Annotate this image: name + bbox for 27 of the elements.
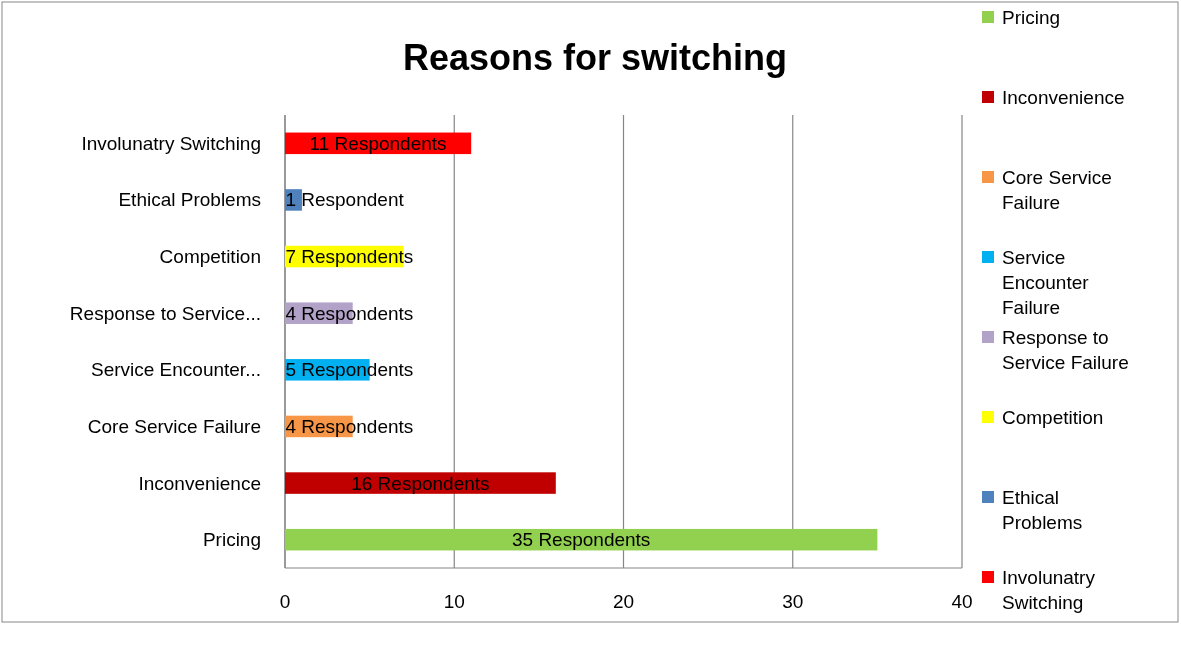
- data-label: 4 Respondents: [285, 302, 414, 324]
- legend-label: Inconvenience: [1002, 86, 1125, 108]
- x-tick-label: 40: [951, 591, 973, 612]
- chart-title: Reasons for switching: [402, 36, 788, 78]
- y-tick-label: Ethical Problems: [118, 189, 261, 211]
- legend-label: Service Encounter Failure: [1002, 246, 1090, 318]
- y-tick-label: Involunatry Switching: [81, 132, 261, 154]
- legend-label: Pricing: [1002, 6, 1061, 28]
- x-tick-label: 20: [612, 591, 635, 612]
- x-tick-label: 10: [443, 591, 465, 612]
- legend-label: Competition: [1002, 406, 1104, 428]
- legend-label: Ethical Problems: [1002, 486, 1083, 533]
- legend-label: Core Service Failure: [1002, 166, 1112, 213]
- x-tick-label: 30: [782, 591, 804, 612]
- legend-label: Response to Service Failure: [1002, 326, 1129, 373]
- y-tick-label: Response to Service...: [69, 302, 261, 324]
- x-tick-label: 0: [279, 591, 291, 612]
- y-tick-label: Competition: [159, 246, 261, 268]
- y-tick-label: Pricing: [202, 529, 261, 551]
- y-tick-label: Service Encounter...: [90, 359, 261, 381]
- data-label: 11 Respondents: [309, 132, 447, 154]
- y-tick-label: Core Service Failure: [87, 415, 261, 437]
- y-tick-label: Inconvenience: [138, 472, 261, 494]
- data-label: 16 Respondents: [351, 472, 490, 494]
- data-label: 1 Respondent: [285, 189, 405, 211]
- legend-label: Involunatry Switching: [1002, 566, 1096, 613]
- data-label: 35 Respondents: [511, 529, 651, 551]
